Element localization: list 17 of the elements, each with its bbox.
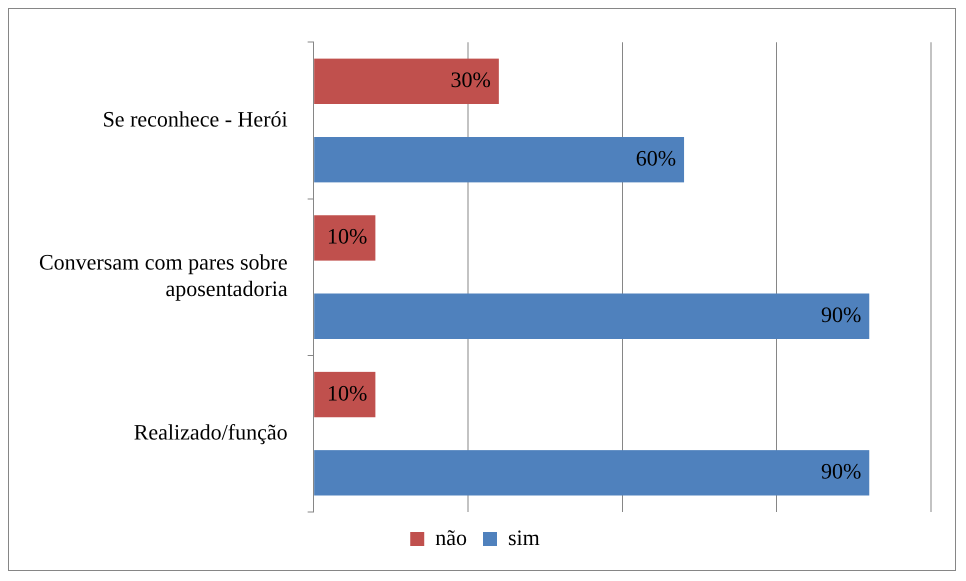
y-tick-label: Realizado/função — [134, 419, 288, 444]
data-label: 10% — [327, 380, 368, 406]
bar — [314, 294, 870, 339]
legend-label: não — [435, 524, 467, 550]
data-label: 10% — [327, 224, 368, 249]
bar — [314, 136, 684, 182]
bar — [314, 58, 499, 104]
y-tick-label: Se reconhece - Herói — [102, 106, 288, 132]
bar — [314, 215, 376, 261]
data-label: 90% — [820, 458, 862, 484]
bar — [314, 450, 870, 496]
data-label: 60% — [636, 145, 676, 170]
data-label: 90% — [820, 302, 862, 328]
bar — [314, 372, 376, 418]
data-label: 30% — [450, 67, 491, 92]
y-tick-label: Conversam com pares sobre aposentadoria — [38, 250, 288, 302]
legend-label: sim — [508, 524, 540, 550]
